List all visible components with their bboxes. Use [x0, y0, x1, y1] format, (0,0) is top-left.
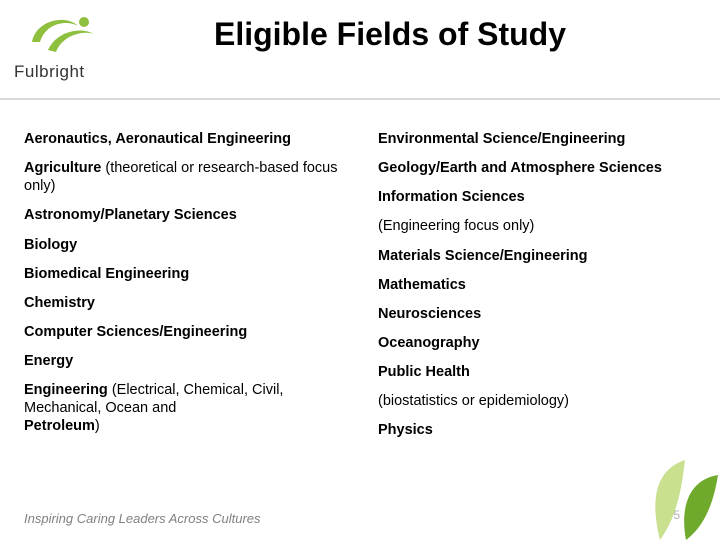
page-title: Eligible Fields of Study	[0, 16, 720, 53]
field-item: Environmental Science/Engineering	[378, 130, 696, 148]
field-item: Oceanography	[378, 334, 696, 352]
field-item: Agriculture (theoretical or research-bas…	[24, 159, 342, 195]
field-item: Engineering (Electrical, Chemical, Civil…	[24, 381, 342, 435]
field-item: Biology	[24, 236, 342, 254]
page-number: 45	[667, 508, 680, 522]
field-item: Aeronautics, Aeronautical Engineering	[24, 130, 342, 148]
field-item: Mathematics	[378, 276, 696, 294]
fields-columns: Aeronautics, Aeronautical Engineering Agr…	[24, 130, 696, 450]
field-item: Information Sciences	[378, 188, 696, 206]
field-item: Computer Sciences/Engineering	[24, 323, 342, 341]
field-item: Energy	[24, 352, 342, 370]
footer-tagline: Inspiring Caring Leaders Across Cultures	[24, 511, 261, 526]
brand-wordmark: Fulbright	[14, 62, 85, 82]
field-item: Biomedical Engineering	[24, 265, 342, 283]
field-item: Neurosciences	[378, 305, 696, 323]
left-column: Aeronautics, Aeronautical Engineering Agr…	[24, 130, 342, 450]
field-item: Physics	[378, 421, 696, 439]
field-item: Astronomy/Planetary Sciences	[24, 206, 342, 224]
field-item: Chemistry	[24, 294, 342, 312]
header-divider	[0, 98, 720, 100]
field-item: Geology/Earth and Atmosphere Sciences	[378, 159, 696, 177]
field-item: Public Health	[378, 363, 696, 381]
field-item: (biostatistics or epidemiology)	[378, 392, 696, 410]
right-column: Environmental Science/Engineering Geology…	[378, 130, 696, 450]
field-item: (Engineering focus only)	[378, 217, 696, 235]
field-item: Materials Science/Engineering	[378, 247, 696, 265]
